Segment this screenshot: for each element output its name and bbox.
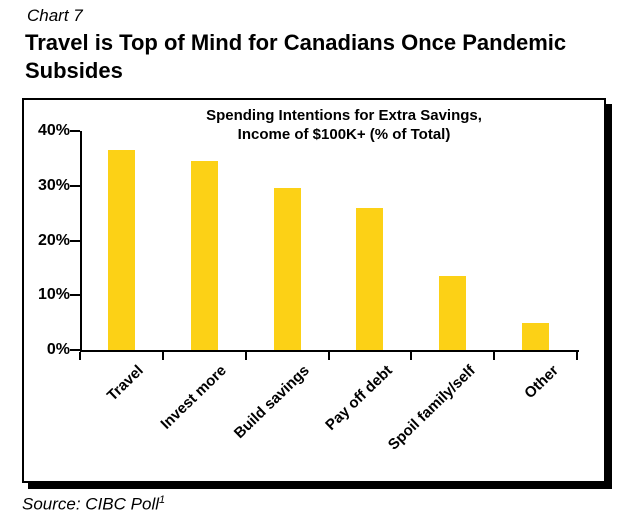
x-axis-tick bbox=[576, 352, 578, 360]
x-axis-tick bbox=[410, 352, 413, 360]
chart-title-line-2: Income of $100K+ (% of Total) bbox=[237, 126, 451, 143]
y-axis-line bbox=[80, 131, 82, 352]
x-axis-tick bbox=[327, 352, 330, 360]
chart-number-label: Chart 7 bbox=[27, 6, 83, 25]
x-axis-tick bbox=[161, 352, 164, 360]
bar bbox=[273, 188, 301, 350]
y-axis-tick bbox=[70, 130, 80, 132]
page-title-line-2: Subsides bbox=[25, 58, 123, 83]
source-note: Source: CIBC Poll1 bbox=[22, 494, 165, 515]
bar bbox=[107, 150, 135, 350]
y-axis-tick bbox=[70, 184, 80, 187]
y-axis-tick bbox=[70, 239, 80, 242]
page-title-line-1: Travel is Top of Mind for Canadians Once… bbox=[25, 30, 567, 55]
x-axis-tick bbox=[79, 352, 81, 360]
page-title: Travel is Top of Mind for Canadians Once… bbox=[25, 29, 610, 85]
y-axis-tick-label: 40% bbox=[37, 122, 70, 139]
y-axis-tick bbox=[70, 349, 80, 351]
bar bbox=[522, 323, 550, 350]
source-text: Source: CIBC Poll bbox=[22, 494, 159, 514]
y-axis-tick-label: 30% bbox=[37, 176, 70, 194]
chart-title: Spending Intentions for Extra Savings, I… bbox=[94, 106, 594, 144]
chart-frame: Spending Intentions for Extra Savings, I… bbox=[22, 98, 606, 483]
x-axis-tick bbox=[244, 352, 247, 360]
y-axis-tick-label: 10% bbox=[37, 286, 70, 304]
bar bbox=[356, 208, 384, 350]
y-axis-tick bbox=[70, 294, 80, 297]
bar bbox=[190, 161, 218, 350]
y-axis-tick-label: 20% bbox=[37, 231, 70, 249]
x-axis-line bbox=[80, 350, 579, 352]
source-footnote-marker: 1 bbox=[159, 494, 166, 506]
x-axis-tick bbox=[493, 352, 496, 360]
y-axis-tick-label: 0% bbox=[46, 341, 70, 358]
bar bbox=[439, 276, 467, 350]
plot-area: 0% 10% 20% 30% 40% Travel Invest more Build sav… bbox=[24, 100, 604, 481]
chart-title-line-1: Spending Intentions for Extra Savings, bbox=[206, 107, 482, 124]
